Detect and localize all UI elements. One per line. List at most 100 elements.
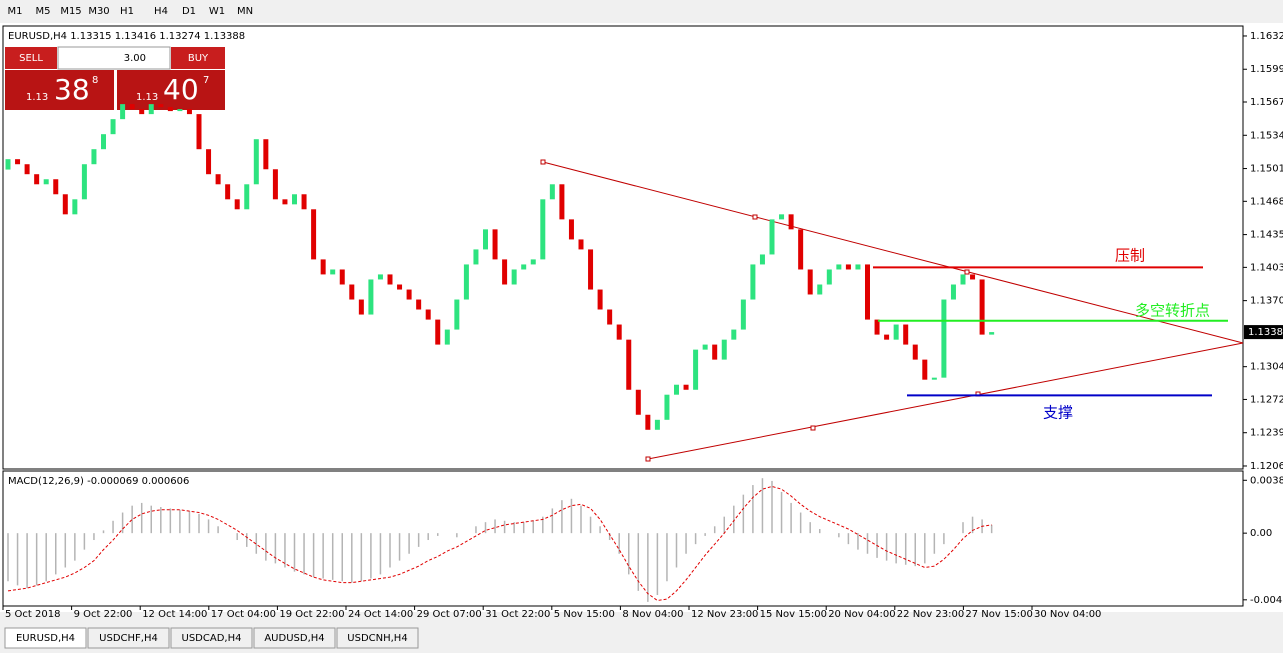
y-tick-label: 0.003847 [1250,475,1283,486]
tab-label[interactable]: USDCNH,H4 [347,633,407,644]
candle [750,264,756,300]
timeframe-button[interactable]: M30 [88,6,109,17]
candle [807,269,813,295]
candle [43,179,49,185]
x-tick-label: 12 Nov 23:00 [691,609,758,620]
volume-box[interactable] [57,46,171,70]
timeframe-button[interactable]: M15 [60,6,81,17]
buy-label[interactable]: BUY [188,53,209,64]
candle [53,179,59,195]
candle [435,319,441,345]
x-tick-label: 24 Oct 14:00 [348,609,413,620]
candle [712,344,718,360]
candle [530,259,536,265]
timeframe-button[interactable]: M1 [8,6,23,17]
y-tick-label: 1.14030 [1250,262,1283,273]
level-label: 支撑 [1043,404,1073,422]
candle [101,134,106,150]
candle [884,334,890,340]
x-tick-label: 17 Oct 04:00 [211,609,276,620]
candle [397,284,403,290]
candle [186,109,192,115]
candle [349,284,355,300]
macd-pane [2,470,1244,607]
candle [454,299,460,330]
candle [292,194,297,205]
candle [597,289,603,310]
candle [540,199,546,260]
candle [759,254,765,265]
candle [845,264,851,270]
bid-box[interactable] [5,70,114,110]
candle [578,239,584,250]
bid-big: 1.13 [26,92,48,103]
candle [139,109,145,115]
candle [377,274,383,280]
candle [616,324,622,340]
tab-label[interactable]: EURUSD,H4 [16,633,75,644]
candle [511,269,517,285]
candle [568,219,574,240]
chart-header: EURUSD,H4 1.13315 1.13416 1.13274 1.1338… [8,31,245,42]
timeframe-button[interactable]: H4 [154,6,168,17]
timeframe-button[interactable]: W1 [209,6,225,17]
tab[interactable] [87,627,170,649]
candle [960,274,966,285]
anchor [645,456,651,462]
timeframe-button[interactable]: MN [237,6,253,17]
sell-label[interactable]: SELL [19,53,43,64]
buy-button[interactable] [171,47,225,69]
macd-title: MACD(12,26,9) -0.000069 0.000606 [8,476,189,487]
toolbar [0,0,1283,23]
y-tick-label: 1.13045 [1250,362,1283,373]
y-tick-label: -0.004851 [1250,595,1283,606]
candle [693,349,699,390]
candle [549,184,555,200]
trend-line [647,342,1244,460]
x-tick-label: 5 Nov 15:00 [554,609,615,620]
candle [196,114,202,150]
candle [387,274,393,285]
timeframe-button[interactable]: D1 [182,6,196,17]
candle [473,249,479,265]
tab-label[interactable]: AUDUSD,H4 [264,633,324,644]
candle [311,209,317,260]
ask-box[interactable] [117,70,225,110]
y-tick-label: 1.14355 [1250,230,1283,241]
candle [234,199,240,210]
tab[interactable] [336,627,419,649]
tab[interactable] [170,627,253,649]
x-tick-label: 19 Oct 22:00 [279,609,344,620]
tab-label[interactable]: USDCHF,H4 [99,633,158,644]
timeframe-button[interactable]: H1 [120,6,134,17]
ask-big: 1.13 [136,92,158,103]
candle [215,174,221,185]
x-tick-label: 30 Nov 04:00 [1034,609,1101,620]
timeframe-button[interactable]: M5 [36,6,51,17]
candle [110,119,116,135]
bid-pips: 38 [54,73,90,106]
candle [836,264,842,270]
anchor [752,214,758,220]
tab-label[interactable]: USDCAD,H4 [182,633,242,644]
candle [989,332,995,335]
candle [81,164,87,200]
candle [798,229,804,270]
trend-line [542,161,1244,344]
candle [368,279,374,315]
sell-button[interactable] [5,47,57,69]
x-tick-label: 12 Oct 14:00 [142,609,207,620]
candle [463,264,469,300]
anchor [540,159,546,165]
bid-frac: 8 [92,75,98,86]
candle [206,149,212,175]
candle [492,229,498,260]
tab[interactable] [4,627,87,649]
candle [263,139,269,170]
volume[interactable]: 3.00 [124,53,146,64]
candle [167,107,173,112]
tab[interactable] [253,627,336,649]
candle [416,299,422,310]
